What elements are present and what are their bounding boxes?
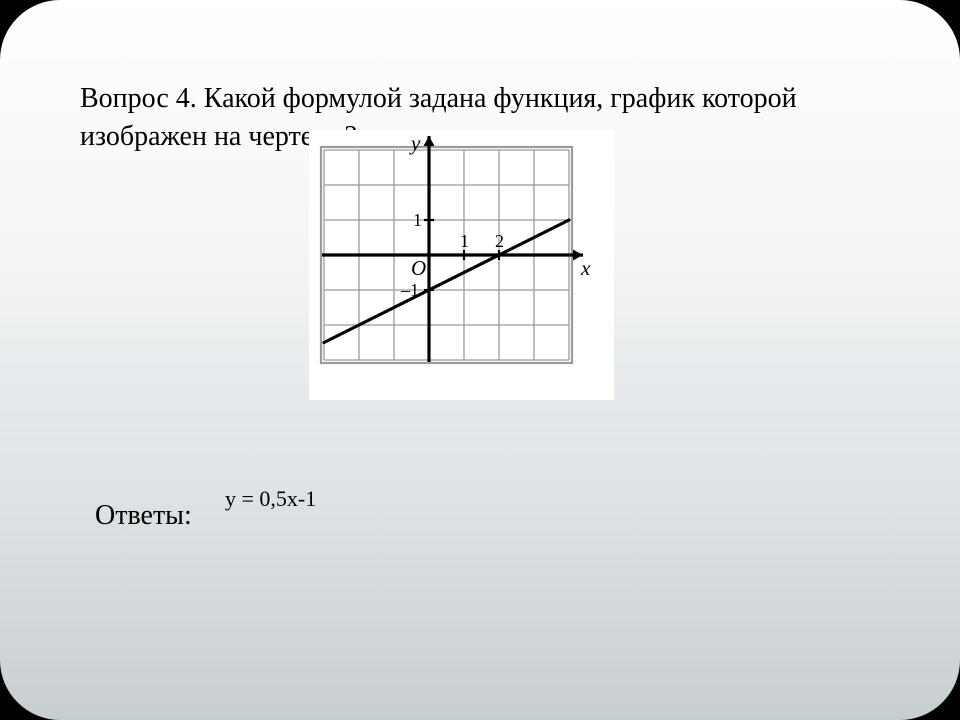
slide: Вопрос 4. Какой формулой задана функция,… (0, 0, 960, 720)
svg-text:x: x (580, 256, 591, 280)
svg-text:1: 1 (460, 231, 469, 251)
svg-text:–1: –1 (400, 280, 419, 300)
svg-text:O: O (411, 256, 426, 280)
corner-decor (900, 660, 960, 720)
corner-decor (900, 0, 960, 60)
svg-text:2: 2 (495, 231, 504, 251)
answer-value: y = 0,5x-1 (225, 486, 316, 512)
function-graph: y x O 1 2 –1 1 (309, 130, 614, 400)
svg-text:y: y (409, 131, 421, 155)
svg-text:1: 1 (413, 210, 422, 230)
corner-decor (0, 660, 60, 720)
corner-decor (0, 0, 60, 60)
answers-label: Ответы: (95, 500, 192, 532)
